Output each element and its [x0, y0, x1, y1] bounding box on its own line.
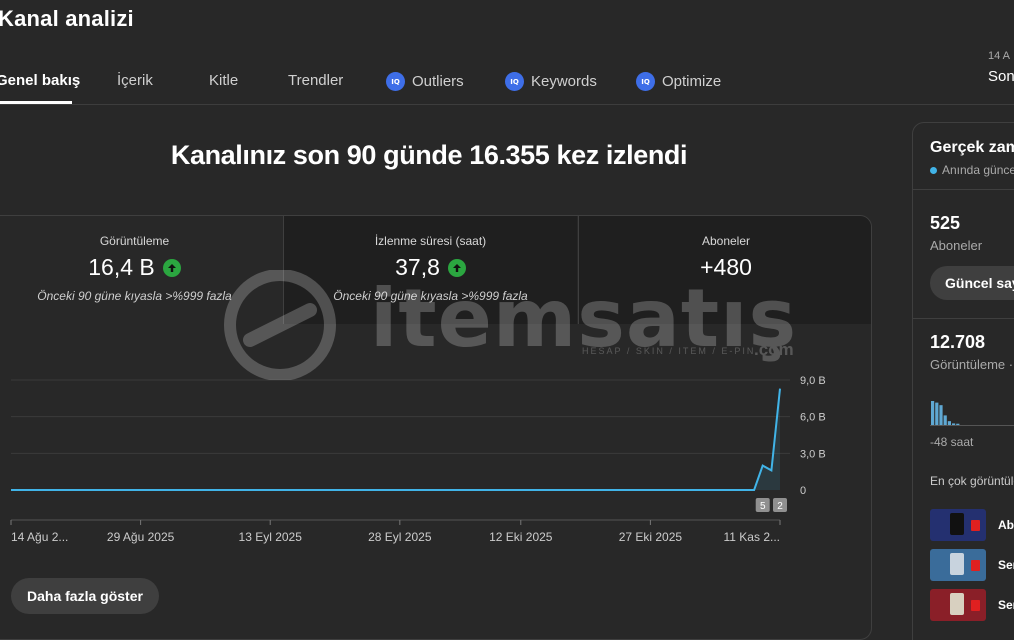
- realtime-status: Anında güncelleniyor: [930, 163, 1014, 177]
- series-area: [11, 388, 780, 490]
- subscriber-label: Aboneler: [930, 238, 983, 253]
- divider: [913, 318, 1014, 319]
- date-range-label[interactable]: Son: [988, 68, 1014, 85]
- tab-audience[interactable]: Kitle: [209, 72, 239, 89]
- metric-value: 37,8: [395, 254, 440, 280]
- x-tick-label: 27 Eki 2025: [619, 530, 683, 544]
- tab-optimize[interactable]: IQ Optimize: [636, 72, 721, 91]
- subscriber-count: 525: [930, 213, 961, 233]
- views-line-chart: 9,0 B 6,0 B 3,0 B 0 14 Ağu 2... 29 Ağu 2025 13…: [10, 375, 826, 544]
- top-content-label: En çok görüntülenen içerik: [930, 474, 1014, 488]
- realtime-views-count: 12.708: [930, 332, 986, 352]
- arrow-up-icon: [162, 258, 181, 277]
- x-tick-label: 14 Ağu 2...: [11, 530, 68, 544]
- realtime-bar: [931, 401, 935, 425]
- metric-value: 16,4 B: [88, 254, 155, 280]
- page-title: Kanal analizi: [0, 6, 134, 31]
- tab-trends[interactable]: Trendler: [288, 72, 344, 89]
- x-tick-label: 29 Ağu 2025: [107, 530, 175, 544]
- realtime-title: Gerçek zaman: [930, 139, 1014, 156]
- video-marker: [755, 498, 770, 512]
- y-tick-label: 6,0 B: [800, 412, 826, 424]
- metric-subscribers[interactable]: Aboneler +480: [578, 216, 871, 324]
- overview-headline: Kanalınız son 90 günde 16.355 kez izlend…: [170, 140, 688, 170]
- realtime-hours-label: -48 saat: [930, 435, 974, 449]
- overview-card: Görüntüleme 16,4 B Önceki 90 güne kıyasl…: [0, 215, 872, 640]
- live-dot-icon: [930, 166, 937, 174]
- video-thumbnail: [930, 589, 986, 621]
- realtime-bar: [952, 423, 956, 425]
- video-marker-label: 2: [777, 501, 783, 512]
- video-thumbnail: [930, 549, 986, 581]
- views-chart[interactable]: 9,0 B 6,0 B 3,0 B 0 14 Ağu 2... 29 Ağu 2025 13…: [0, 350, 830, 550]
- list-item[interactable]: Ser: [930, 549, 1014, 581]
- vidiq-icon: IQ: [636, 72, 655, 91]
- vidiq-icon: IQ: [505, 72, 524, 91]
- live-count-button[interactable]: Güncel sayıyı gör: [930, 266, 1014, 300]
- show-more-button[interactable]: Daha fazla göster: [11, 578, 159, 614]
- realtime-bar: [943, 415, 947, 425]
- list-item[interactable]: Abo: [930, 509, 1014, 541]
- y-tick-label: 9,0 B: [800, 375, 826, 387]
- tab-keywords[interactable]: IQ Keywords: [505, 72, 597, 91]
- tab-bar: Genel bakış İçerik Kitle Trendler IQ Out…: [0, 60, 1014, 104]
- divider: [0, 104, 1014, 105]
- video-marker: [773, 498, 787, 512]
- x-tick-label: 28 Eyl 2025: [368, 530, 432, 544]
- realtime-bar: [939, 405, 943, 425]
- realtime-bar: [947, 421, 951, 425]
- y-tick-label: 3,0 B: [800, 448, 826, 460]
- mini-chart-baseline: [930, 425, 1014, 426]
- video-thumbnail: [930, 509, 986, 541]
- active-tab-indicator: [0, 101, 72, 104]
- list-item[interactable]: Ser: [930, 589, 1014, 621]
- realtime-bar-chart[interactable]: [930, 393, 1014, 427]
- metric-views[interactable]: Görüntüleme 16,4 B Önceki 90 güne kıyasl…: [0, 216, 282, 324]
- date-range-dates[interactable]: 14 A: [988, 50, 1011, 62]
- video-marker-label: 5: [760, 501, 766, 512]
- realtime-bar: [935, 402, 939, 425]
- tab-outliers[interactable]: IQ Outliers: [386, 72, 464, 91]
- realtime-card: Gerçek zaman Anında güncelleniyor 525 Ab…: [912, 122, 1014, 640]
- tab-overview[interactable]: Genel bakış: [0, 72, 81, 89]
- arrow-up-icon: [447, 258, 466, 277]
- tab-content[interactable]: İçerik: [117, 72, 153, 89]
- metric-watch-time[interactable]: İzlenme süresi (saat) 37,8 Önceki 90 gün…: [283, 216, 577, 324]
- x-tick-label: 13 Eyl 2025: [239, 530, 303, 544]
- x-tick-label: 11 Kas 2...: [724, 530, 780, 544]
- realtime-bar: [956, 423, 960, 425]
- series-line: [11, 388, 781, 491]
- divider: [913, 189, 1014, 190]
- vidiq-icon: IQ: [386, 72, 405, 91]
- y-tick-label: 0: [800, 485, 806, 497]
- x-tick-label: 12 Eki 2025: [489, 530, 553, 544]
- metric-value: +480: [700, 254, 752, 280]
- realtime-views-label: Görüntüleme · Son 48 saat: [930, 357, 1014, 372]
